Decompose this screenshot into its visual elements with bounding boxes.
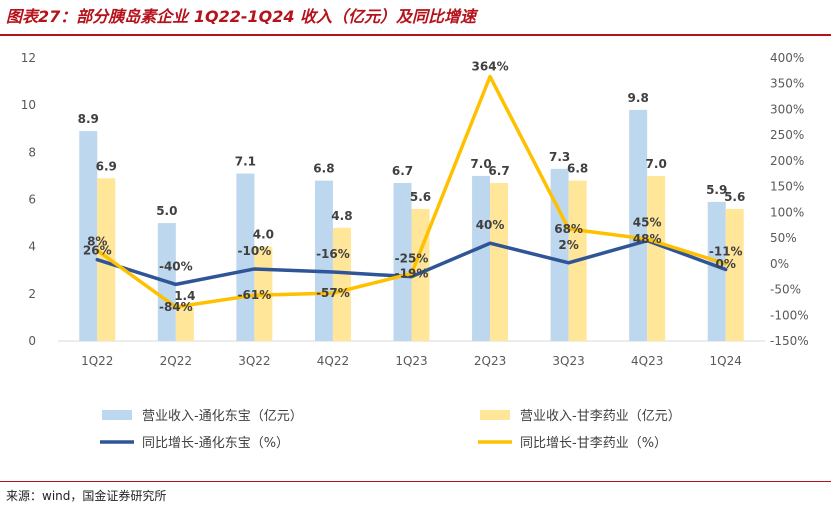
legend: 营业收入-通化东宝（亿元） 营业收入-甘李药业（亿元） 同比增长-通化东宝（%） 同比… bbox=[100, 409, 681, 451]
bar-gly-revenue bbox=[490, 182, 509, 341]
bar-thdb-revenue bbox=[472, 175, 491, 341]
bar-gly-revenue bbox=[97, 178, 116, 341]
bar-thdb-revenue bbox=[550, 168, 569, 341]
y-tick-label: 10 bbox=[21, 98, 36, 112]
y2-tick-label: 250% bbox=[770, 128, 804, 142]
title-rule bbox=[0, 34, 831, 36]
figure-title: 图表27：部分胰岛素企业 1Q22-1Q24 收入（亿元）及同比增速 bbox=[6, 7, 477, 26]
x-tick-label: 3Q22 bbox=[238, 354, 270, 368]
x-tick-label: 2Q23 bbox=[474, 354, 506, 368]
x-tick-label: 4Q23 bbox=[631, 354, 663, 368]
growth-value-label: 45% bbox=[633, 216, 662, 230]
y-tick-label: 4 bbox=[28, 240, 36, 254]
bar-thdb-revenue bbox=[79, 131, 98, 341]
growth-value-label: -57% bbox=[316, 286, 350, 300]
chart: 0 2 4 6 8 10 12 -150% -100% -50% 0% 50% 100% 150% 200… bbox=[21, 51, 809, 451]
growth-value-label: 8% bbox=[87, 235, 107, 249]
y-tick-label: 12 bbox=[21, 51, 36, 65]
bar-value-label: 4.0 bbox=[253, 228, 274, 242]
bar-value-label: 7.3 bbox=[549, 150, 570, 164]
legend-label: 同比增长-通化东宝（%） bbox=[142, 436, 289, 451]
growth-value-label: 2% bbox=[558, 238, 578, 252]
x-tick-label: 4Q22 bbox=[317, 354, 349, 368]
growth-value-label: 40% bbox=[476, 218, 505, 232]
data-labels: 8.95.07.16.8 6.77.07.39.85.96.91.44.04.85… bbox=[78, 60, 746, 315]
x-tick-label: 1Q24 bbox=[710, 354, 742, 368]
bar-value-label: 6.9 bbox=[96, 159, 117, 173]
bar-thdb-revenue bbox=[236, 173, 255, 341]
bar-value-label: 5.6 bbox=[724, 190, 745, 204]
legend-label: 营业收入-甘李药业（亿元） bbox=[520, 409, 681, 424]
y-tick-label: 6 bbox=[28, 193, 36, 207]
x-tick-label: 1Q23 bbox=[395, 354, 427, 368]
bar-value-label: 7.0 bbox=[470, 157, 491, 171]
bar-thdb-revenue bbox=[629, 109, 648, 341]
growth-value-label: -25% bbox=[395, 252, 429, 266]
growth-value-label: 364% bbox=[472, 60, 509, 74]
legend-label: 营业收入-通化东宝（亿元） bbox=[142, 409, 303, 424]
growth-value-label: 0% bbox=[716, 257, 736, 271]
x-tick-label: 2Q22 bbox=[160, 354, 192, 368]
y-tick-label: 2 bbox=[28, 287, 36, 301]
legend-swatch bbox=[480, 410, 510, 420]
growth-value-label: -16% bbox=[316, 247, 350, 261]
bar-value-label: 8.9 bbox=[78, 112, 99, 126]
left-axis: 0 2 4 6 8 10 12 bbox=[21, 51, 36, 348]
growth-value-label: -11% bbox=[709, 244, 743, 258]
growth-value-label: 68% bbox=[554, 222, 583, 236]
x-tick-label: 1Q22 bbox=[81, 354, 113, 368]
y2-tick-label: 350% bbox=[770, 77, 804, 91]
bar-value-label: 6.7 bbox=[392, 164, 413, 178]
legend-swatch bbox=[102, 410, 132, 420]
bar-value-label: 4.8 bbox=[331, 209, 352, 223]
y2-tick-label: 150% bbox=[770, 180, 804, 194]
growth-value-label: 48% bbox=[633, 232, 662, 246]
bar-thdb-revenue bbox=[707, 201, 726, 341]
y2-tick-label: 100% bbox=[770, 205, 804, 219]
bar-value-label: 1.4 bbox=[174, 289, 195, 303]
bars bbox=[79, 109, 744, 341]
bar-value-label: 5.9 bbox=[706, 183, 727, 197]
legend-label: 同比增长-甘李药业（%） bbox=[520, 436, 667, 451]
y2-tick-label: 300% bbox=[770, 102, 804, 116]
bar-value-label: 7.0 bbox=[646, 157, 667, 171]
bar-gly-revenue bbox=[332, 227, 351, 341]
growth-value-label: 26% bbox=[83, 243, 112, 257]
bar-value-label: 6.8 bbox=[567, 162, 588, 176]
bar-value-label: 6.7 bbox=[488, 164, 509, 178]
bar-thdb-revenue bbox=[393, 182, 412, 341]
x-tick-label: 3Q23 bbox=[552, 354, 584, 368]
bar-value-label: 5.6 bbox=[410, 190, 431, 204]
bar-gly-revenue bbox=[647, 175, 666, 341]
source-rule bbox=[0, 481, 831, 482]
y2-tick-label: 400% bbox=[770, 51, 804, 65]
y2-tick-label: 50% bbox=[770, 231, 797, 245]
line-gly-growth bbox=[95, 74, 728, 309]
growth-value-label: -10% bbox=[238, 244, 272, 258]
y-tick-label: 0 bbox=[28, 334, 36, 348]
bar-value-label: 5.0 bbox=[156, 204, 177, 218]
x-axis: 1Q22 2Q22 3Q22 4Q22 1Q23 2Q23 3Q23 4Q23 1Q24 bbox=[81, 354, 742, 368]
bar-value-label: 9.8 bbox=[628, 91, 649, 105]
y-tick-label: 8 bbox=[28, 145, 36, 159]
y2-tick-label: 0% bbox=[770, 257, 789, 271]
right-axis: -150% -100% -50% 0% 50% 100% 150% 200% 250% 300% 3… bbox=[770, 51, 809, 348]
y2-tick-label: -100% bbox=[770, 308, 809, 322]
y2-tick-label: 200% bbox=[770, 154, 804, 168]
lines bbox=[95, 74, 728, 309]
growth-value-label: -19% bbox=[395, 267, 429, 281]
bar-value-label: 6.8 bbox=[313, 162, 334, 176]
bar-thdb-revenue bbox=[314, 180, 333, 341]
line-thdb-growth bbox=[95, 238, 728, 287]
bar-value-label: 7.1 bbox=[235, 155, 256, 169]
bar-gly-revenue bbox=[725, 208, 744, 341]
y2-tick-label: -150% bbox=[770, 334, 809, 348]
growth-value-label: -84% bbox=[159, 300, 193, 314]
growth-value-label: -40% bbox=[159, 259, 193, 273]
y2-tick-label: -50% bbox=[770, 283, 801, 297]
growth-value-label: -61% bbox=[238, 288, 272, 302]
source-note: 来源：wind，国金证券研究所 bbox=[6, 489, 167, 503]
bar-gly-revenue bbox=[175, 307, 194, 341]
